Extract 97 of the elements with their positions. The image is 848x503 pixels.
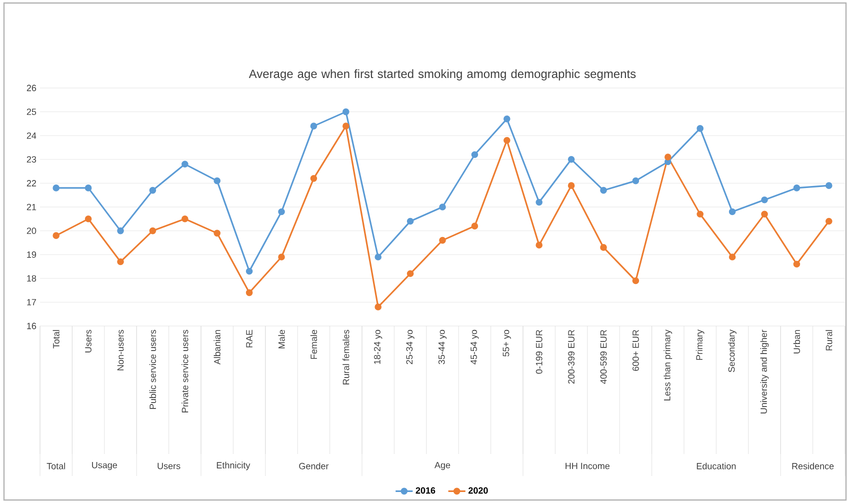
point — [149, 186, 156, 194]
text: Users — [158, 462, 180, 470]
point — [278, 254, 285, 260]
point — [52, 232, 60, 239]
x-tick-label: Less than primary — [664, 330, 672, 400]
point — [632, 177, 640, 184]
x-tick-label: Non-users — [117, 330, 124, 370]
point — [504, 116, 510, 122]
x-tick-label: 0-199 EUR — [536, 330, 542, 374]
text: Residence — [792, 462, 834, 470]
point — [536, 242, 543, 248]
x-tick-label: RAE — [246, 330, 252, 348]
point — [728, 208, 736, 216]
x-tick-label: 45-54 yo — [470, 330, 479, 364]
legend-label: 2016 — [416, 487, 436, 494]
x-tick-label: University and higher — [760, 330, 769, 414]
point — [664, 154, 672, 160]
x-tick-label: Primary — [696, 330, 704, 360]
text: Gender — [299, 462, 329, 470]
point — [696, 125, 704, 132]
point — [728, 254, 736, 260]
x-tick-label: Female — [310, 330, 318, 359]
x-tick-label: 600+ EUR — [632, 330, 639, 371]
x-tick-label: Urban — [793, 330, 800, 354]
y-tick-label: 22 — [26, 180, 36, 186]
x-tick-label: Secondary — [728, 330, 736, 372]
text: Ethnicity — [216, 462, 250, 470]
x-tick-label: Users — [85, 330, 92, 352]
text: Age — [434, 462, 450, 470]
point — [826, 218, 832, 225]
y-tick-label: 21 — [26, 204, 36, 210]
chart-title: Average age when first started smoking amomg demographic segments — [248, 69, 636, 80]
point — [246, 289, 253, 296]
x-tick-label: Rural — [826, 330, 832, 350]
point — [632, 277, 640, 284]
y-tick-label: 17 — [27, 299, 36, 306]
point — [310, 122, 318, 130]
y-tick-label: 19 — [27, 251, 36, 258]
text: Education — [696, 462, 736, 470]
text: HH Income — [566, 462, 610, 470]
point — [246, 268, 253, 275]
y-tick-label: 24 — [26, 132, 36, 139]
point — [471, 151, 478, 158]
legend-label: 2020 — [468, 487, 488, 494]
text: Usage — [92, 462, 118, 470]
point — [52, 184, 60, 192]
x-tick-label: Rural females — [342, 330, 350, 384]
x-tick-label: 35-44 yo — [438, 330, 447, 364]
point — [793, 184, 800, 192]
point — [471, 222, 478, 230]
x-tick-label: Public service users — [149, 330, 156, 409]
y-tick-label: 26 — [26, 84, 36, 92]
point — [406, 270, 414, 278]
point — [117, 227, 124, 234]
point — [117, 258, 124, 266]
y-tick-label: 25 — [26, 108, 36, 115]
x-tick-label: Total — [52, 330, 60, 348]
x-tick-label: Male — [278, 330, 285, 348]
point — [374, 254, 382, 260]
point — [761, 210, 768, 218]
point — [761, 196, 768, 204]
point — [149, 227, 156, 234]
x-tick-label: 400-599 EUR — [600, 330, 607, 384]
point — [374, 304, 382, 310]
x-tick-label: Albanian — [214, 330, 220, 365]
point — [439, 236, 446, 244]
point — [84, 215, 92, 222]
x-tick-label: Private service users — [182, 330, 188, 412]
point — [406, 218, 414, 225]
point — [182, 215, 188, 222]
y-tick-label: 18 — [27, 275, 36, 282]
point — [439, 204, 446, 210]
point — [568, 156, 575, 163]
point — [600, 186, 607, 194]
point — [504, 136, 510, 144]
y-tick-label: 20 — [26, 228, 36, 234]
x-tick-label: 55+ yo — [502, 330, 511, 356]
x-tick-label: 18-24 yo — [374, 330, 382, 364]
point — [600, 244, 607, 251]
point — [342, 122, 350, 130]
text: Total — [46, 462, 66, 470]
point — [182, 160, 188, 168]
x-tick-label: 200-399 EUR — [568, 330, 574, 384]
y-tick-label: 16 — [27, 322, 36, 330]
point — [214, 230, 221, 237]
point — [214, 177, 221, 184]
x-tick-label: 25-34 yo — [406, 330, 414, 364]
point — [826, 182, 832, 189]
point — [84, 184, 92, 192]
point — [568, 182, 575, 189]
point — [342, 108, 350, 116]
point — [310, 175, 318, 182]
point — [793, 260, 800, 268]
point — [278, 208, 285, 216]
y-tick-label: 23 — [26, 156, 36, 163]
point — [696, 210, 704, 218]
point — [536, 198, 543, 206]
